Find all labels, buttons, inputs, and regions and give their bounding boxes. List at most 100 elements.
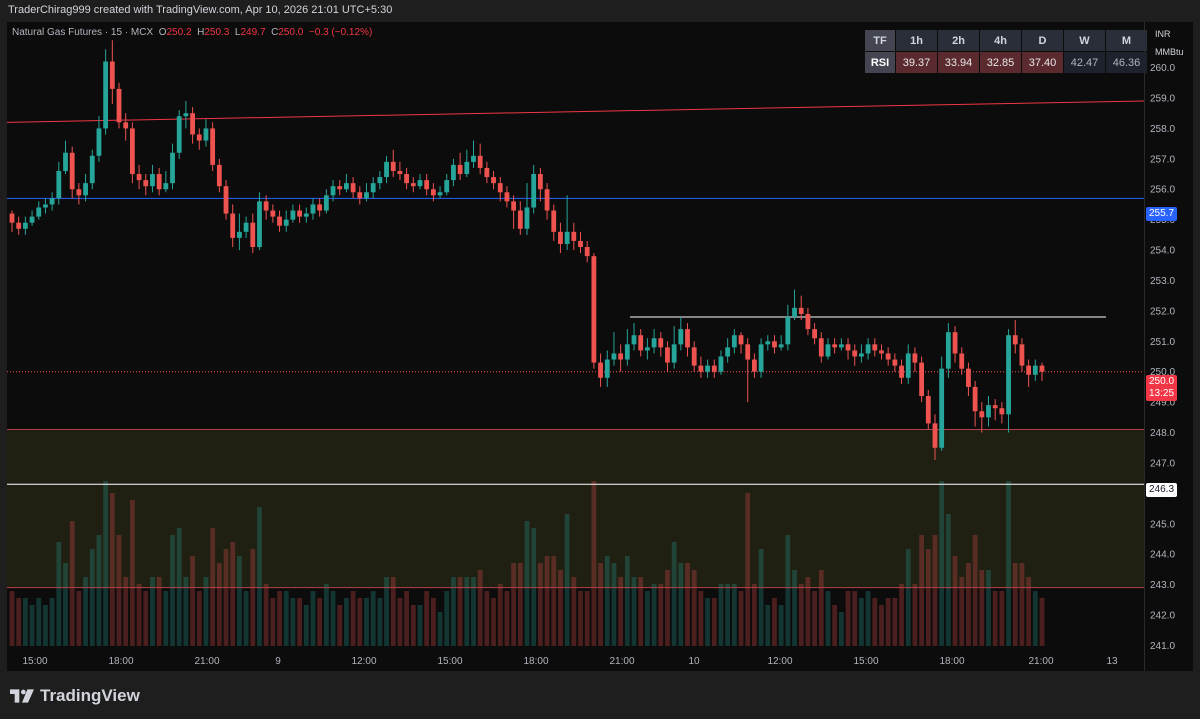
volume-bar bbox=[297, 598, 302, 646]
candle-body bbox=[845, 344, 851, 351]
candle-body bbox=[879, 350, 884, 354]
trend-line bbox=[6, 100, 1145, 123]
candle-body bbox=[210, 128, 216, 165]
y-tick-label: 253.0 bbox=[1150, 276, 1175, 287]
rsi-value-w: 42.47 bbox=[1064, 52, 1105, 73]
volume-bar bbox=[1039, 598, 1045, 646]
volume-bar bbox=[89, 549, 95, 646]
candle-body bbox=[63, 152, 68, 171]
candle-body bbox=[604, 359, 610, 378]
candle-body bbox=[832, 344, 838, 348]
volume-bar bbox=[203, 577, 209, 646]
candle-body bbox=[537, 174, 543, 190]
volume-bar bbox=[1026, 577, 1032, 646]
candle-body bbox=[223, 186, 229, 214]
candle-body bbox=[511, 201, 517, 211]
x-tick-label: 15:00 bbox=[22, 656, 47, 667]
candle-body bbox=[745, 344, 751, 360]
y-tick-label: 241.0 bbox=[1150, 641, 1175, 652]
candle-body bbox=[497, 183, 503, 193]
volume-bar bbox=[531, 528, 537, 646]
volume-bar bbox=[63, 563, 68, 646]
volume-bar bbox=[29, 605, 35, 646]
volume-bar bbox=[384, 577, 389, 646]
candle-body bbox=[196, 134, 202, 141]
volume-bar bbox=[872, 598, 878, 646]
high-label: H bbox=[197, 27, 205, 38]
candle-body bbox=[738, 335, 744, 345]
volume-bar bbox=[377, 598, 383, 646]
volume-bar bbox=[705, 598, 710, 646]
volume-bar bbox=[598, 563, 603, 646]
volume-bar bbox=[798, 584, 804, 646]
close-value: 250.0 bbox=[278, 27, 304, 38]
candle-body bbox=[203, 128, 209, 141]
candle-body bbox=[678, 329, 684, 345]
volume-bar bbox=[283, 591, 289, 646]
volume-bar bbox=[698, 591, 704, 646]
candle-body bbox=[1012, 335, 1018, 345]
symbol-name: Natural Gas Futures · 15 · MCX bbox=[12, 27, 154, 38]
high-value: 250.3 bbox=[204, 27, 230, 38]
volume-bar bbox=[129, 500, 135, 646]
candle-body bbox=[698, 365, 704, 372]
unit-label[interactable]: MMBtu bbox=[1155, 47, 1184, 57]
bar-countdown: 13:25 bbox=[1149, 388, 1175, 399]
candle-body bbox=[999, 408, 1005, 415]
candle-body bbox=[644, 347, 650, 351]
x-tick-label: 10 bbox=[688, 656, 700, 667]
candle-body bbox=[404, 174, 410, 184]
volume-bar bbox=[718, 584, 724, 646]
volume-bar bbox=[564, 514, 570, 646]
volume-bar bbox=[22, 598, 28, 646]
volume-bar bbox=[344, 598, 349, 646]
candle-body bbox=[972, 386, 978, 412]
volume-bar bbox=[156, 577, 162, 646]
candle-body bbox=[69, 152, 75, 190]
candle-body bbox=[344, 183, 349, 190]
candle-body bbox=[966, 368, 971, 387]
volume-bar bbox=[504, 591, 510, 646]
volume-bar bbox=[243, 591, 249, 646]
volume-bar bbox=[665, 570, 670, 646]
candle-body bbox=[109, 61, 115, 89]
x-tick-label: 13 bbox=[1106, 656, 1118, 667]
volume-bar bbox=[658, 584, 664, 646]
candle-body bbox=[303, 213, 309, 217]
volume-bar bbox=[230, 542, 236, 646]
x-tick-label: 21:00 bbox=[609, 656, 634, 667]
volume-bar bbox=[471, 577, 476, 646]
volume-bar bbox=[731, 584, 737, 646]
tradingview-footer: TradingView bbox=[10, 686, 140, 706]
volume-bar bbox=[899, 584, 904, 646]
low-value: 249.7 bbox=[240, 27, 266, 38]
rsi-table-header: TF 1h 2h 4h D W M bbox=[865, 30, 1147, 51]
candle-body bbox=[337, 186, 343, 190]
volume-bar bbox=[170, 535, 175, 646]
volume-bar bbox=[725, 584, 731, 646]
volume-bar bbox=[999, 591, 1005, 646]
price-axis[interactable] bbox=[1144, 22, 1193, 671]
volume-bar bbox=[631, 577, 637, 646]
volume-bar bbox=[237, 556, 242, 646]
candle-body bbox=[297, 210, 302, 217]
volume-bar bbox=[778, 605, 784, 646]
candle-body bbox=[464, 161, 470, 175]
volume-bar bbox=[397, 598, 403, 646]
volume-bar bbox=[410, 605, 416, 646]
volume-bar bbox=[1012, 563, 1018, 646]
volume-bar bbox=[76, 591, 82, 646]
candle-body bbox=[357, 192, 363, 199]
volume-bar bbox=[945, 514, 951, 646]
candle-body bbox=[56, 170, 62, 199]
rsi-row-label: RSI bbox=[865, 52, 895, 73]
volume-bar bbox=[966, 563, 971, 646]
candle-body bbox=[216, 164, 222, 187]
volume-bar bbox=[852, 591, 858, 646]
currency-label[interactable]: INR bbox=[1155, 29, 1171, 39]
attribution-bar: TraderChirag999 created with TradingView… bbox=[0, 0, 1200, 20]
open-label: O bbox=[158, 27, 167, 38]
volume-bar bbox=[1032, 591, 1038, 646]
candle-body bbox=[350, 183, 356, 193]
